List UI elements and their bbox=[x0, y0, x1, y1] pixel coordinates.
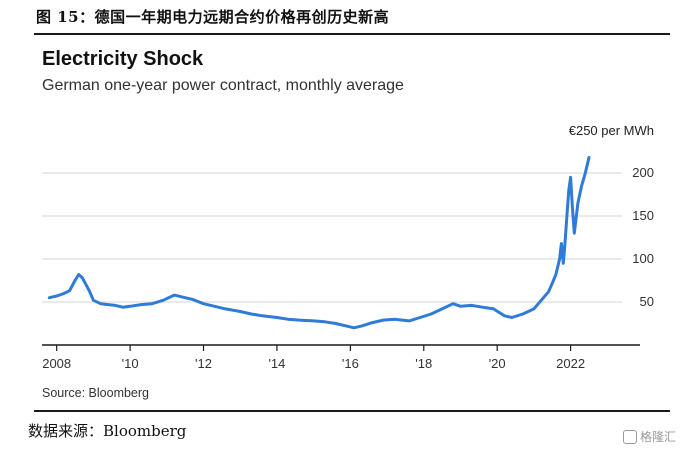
figure-caption: 图 15：德国一年期电力远期合约价格再创历史新高 bbox=[36, 8, 390, 26]
chart-source: Source: Bloomberg bbox=[42, 386, 150, 400]
x-tick-label-2020: '20 bbox=[489, 356, 506, 371]
chart-subtitle: German one-year power contract, monthly … bbox=[42, 77, 404, 94]
x-tick-label-2008: 2008 bbox=[42, 356, 71, 371]
x-tick-label-2022: 2022 bbox=[556, 356, 585, 371]
series-line-0 bbox=[47, 156, 591, 330]
y-tick-label-150: 150 bbox=[632, 208, 654, 223]
x-tick-label-2014: '14 bbox=[268, 356, 285, 371]
y-tick-label-50: 50 bbox=[640, 294, 654, 309]
data-source-note: 数据来源：Bloomberg bbox=[28, 422, 187, 440]
x-tick-label-2016: '16 bbox=[342, 356, 359, 371]
x-tick-label-2018: '18 bbox=[415, 356, 432, 371]
footer-divider bbox=[34, 410, 670, 412]
y-axis-unit-label: €250 per MWh bbox=[569, 123, 654, 138]
watermark-logo-icon bbox=[622, 429, 637, 444]
x-tick-label-2010: '10 bbox=[122, 356, 139, 371]
y-tick-label-100: 100 bbox=[632, 251, 654, 266]
caption-divider bbox=[34, 33, 670, 35]
x-tick-label-2012: '12 bbox=[195, 356, 212, 371]
watermark-text: 格隆汇 bbox=[639, 430, 676, 444]
y-tick-label-200: 200 bbox=[632, 165, 654, 180]
watermark: 格隆汇 bbox=[622, 428, 676, 445]
chart-title: Electricity Shock bbox=[42, 48, 204, 70]
